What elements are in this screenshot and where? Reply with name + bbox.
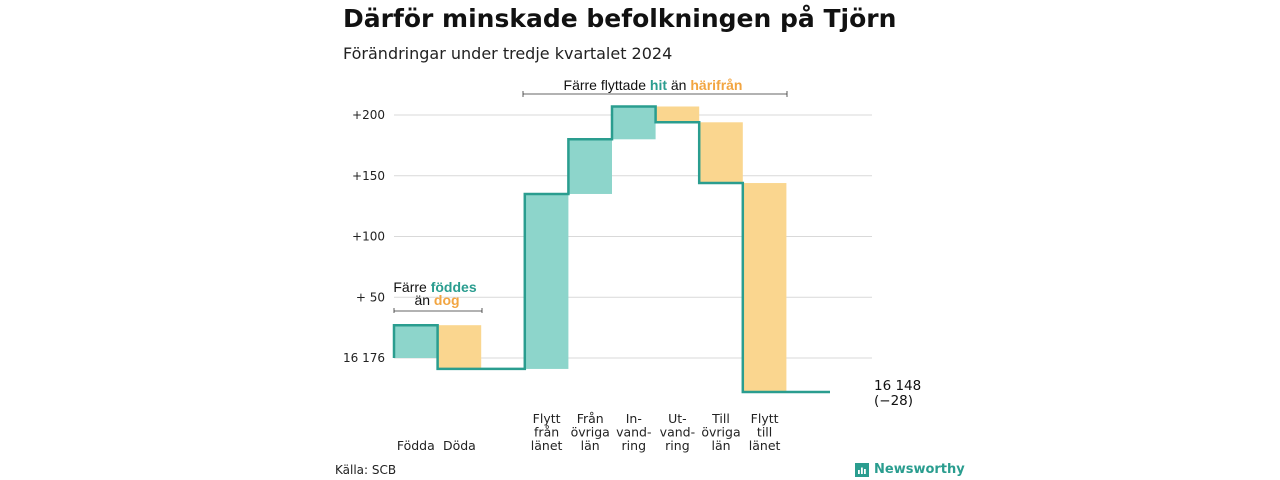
annotation-highlight: hit [650, 77, 667, 93]
y-tick-label: +100 [352, 230, 385, 244]
y-tick-label: +200 [352, 108, 385, 122]
brand-name: Newsworthy [874, 462, 965, 477]
annotation-text: än [667, 77, 690, 93]
x-category-label: övriga [701, 425, 740, 440]
end-value-label: 16 148 [874, 378, 921, 394]
x-category-label: Från [577, 411, 604, 426]
annotation-highlight-teal: föddes [431, 279, 477, 295]
waterfall-bar [568, 139, 612, 194]
waterfall-bar [394, 325, 438, 358]
births-bracket [393, 308, 483, 313]
y-tick-label: +150 [352, 169, 385, 183]
births-annotation-line2: än dog [414, 292, 459, 308]
x-category-label: vand- [616, 425, 651, 440]
moves-annotation: Färre flyttade hit än härifrån [564, 77, 743, 93]
x-category-label: Flytt [533, 411, 561, 426]
cumulative-step-line [392, 105, 830, 394]
x-category-label: Flytt [751, 411, 779, 426]
x-category-label: In- [626, 411, 642, 426]
chart-subtitle: Förändringar under tredje kvartalet 2024 [343, 44, 673, 63]
x-category-label: län [581, 438, 600, 453]
brand-logo: Newsworthy [855, 462, 965, 477]
waterfall-bar [655, 106, 700, 123]
y-tick-label: 16 176 [343, 351, 385, 365]
waterfall-bar [742, 183, 787, 393]
chart-title: Därför minskade befolkningen på Tjörn [343, 4, 897, 33]
annotation-text: Färre flyttade [564, 77, 650, 93]
annotation-highlight-orange: dog [434, 292, 460, 308]
source-note: Källa: SCB [335, 463, 397, 477]
x-category-label: län [711, 438, 730, 453]
x-category-label: ring [665, 438, 689, 453]
x-category-label: Födda [397, 438, 435, 453]
moves-bracket [522, 91, 788, 97]
x-category-label: Till [711, 411, 730, 426]
annotation-highlight: härifrån [690, 77, 742, 93]
x-category-label: Ut- [668, 411, 687, 426]
newsworthy-logo-icon [855, 462, 869, 477]
waterfall-bar [699, 122, 743, 184]
x-category-label: till [757, 425, 772, 440]
x-category-label: ring [622, 438, 646, 453]
x-category-label: övriga [571, 425, 610, 440]
waterfall-bar [612, 106, 656, 140]
annotation-text: än [414, 292, 433, 308]
x-category-label: från [534, 425, 559, 440]
annotation-text: Färre [393, 279, 430, 295]
x-category-label: Döda [443, 438, 476, 453]
y-tick-label: + 50 [356, 290, 385, 304]
x-category-label: vand- [660, 425, 695, 440]
x-category-label: länet [749, 438, 781, 453]
end-change-label: (−28) [874, 393, 913, 409]
births-annotation-line1: Färre föddes [393, 279, 476, 295]
waterfall-bar [524, 193, 569, 369]
waterfall-bar [437, 325, 482, 369]
x-category-label: länet [531, 438, 563, 453]
